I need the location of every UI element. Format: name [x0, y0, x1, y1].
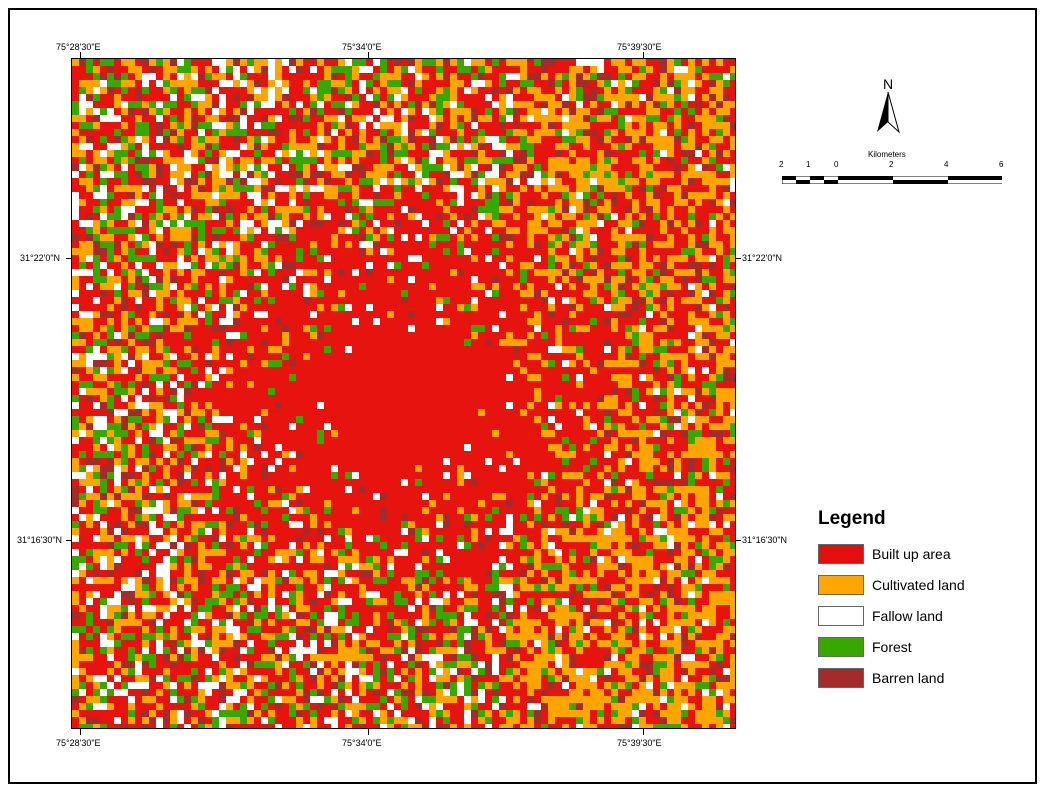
north-arrow: N: [868, 76, 908, 136]
coord-right-upper: 31°22'0"N: [742, 253, 783, 263]
coord-top-right: 75°39'30"E: [617, 42, 662, 52]
scale-label: 1: [806, 160, 811, 169]
coord-left-upper: 31°22'0"N: [20, 253, 61, 263]
scale-bar-graphic: [782, 176, 1002, 184]
tick-mark: [643, 52, 644, 58]
scale-title: Kilometers: [868, 150, 906, 159]
legend-swatch: [818, 605, 864, 626]
tick-mark: [643, 729, 644, 735]
coord-top-mid: 75°34'0"E: [342, 42, 382, 52]
legend-item-built-up: Built up area: [818, 538, 1018, 569]
tick-mark: [66, 258, 72, 259]
coord-bottom-right: 75°39'30"E: [617, 738, 662, 748]
legend-swatch: [818, 636, 864, 657]
legend-swatch: [818, 574, 864, 595]
north-label: N: [882, 76, 894, 92]
scale-bar: Kilometers 2 1 0 2 4 6: [772, 150, 1012, 190]
tick-mark: [368, 52, 369, 58]
legend: Legend Built up area Cultivated land Fal…: [818, 508, 1018, 693]
legend-label: Cultivated land: [872, 576, 965, 593]
scale-label: 2: [889, 160, 894, 169]
scale-label: 4: [944, 160, 949, 169]
tick-mark: [66, 540, 72, 541]
coord-top-left: 75°28'30"E: [56, 42, 101, 52]
tick-mark: [368, 729, 369, 735]
tick-mark: [80, 729, 81, 735]
scale-label: 2: [779, 160, 784, 169]
legend-swatch: [818, 543, 864, 564]
coord-right-lower: 31°16'30"N: [742, 535, 788, 545]
tick-mark: [80, 52, 81, 58]
coord-bottom-mid: 75°34'0"E: [342, 738, 382, 748]
legend-title: Legend: [818, 508, 886, 529]
legend-label: Built up area: [872, 545, 951, 562]
land-use-map[interactable]: [71, 58, 736, 729]
coord-left-lower: 31°16'30"N: [17, 535, 63, 545]
scale-label: 0: [834, 160, 839, 169]
land-use-raster: [72, 59, 735, 728]
north-arrow-icon: [877, 91, 900, 134]
legend-item-fallow: Fallow land: [818, 600, 1018, 631]
legend-label: Forest: [872, 638, 912, 655]
tick-mark: [735, 258, 741, 259]
coord-bottom-left: 75°28'30"E: [56, 738, 101, 748]
legend-item-barren: Barren land: [818, 662, 1018, 693]
legend-label: Fallow land: [872, 607, 943, 624]
legend-label: Barren land: [872, 669, 945, 686]
legend-item-cultivated: Cultivated land: [818, 569, 1018, 600]
legend-swatch: [818, 667, 864, 688]
legend-item-forest: Forest: [818, 631, 1018, 662]
scale-label: 6: [999, 160, 1004, 169]
tick-mark: [735, 540, 741, 541]
